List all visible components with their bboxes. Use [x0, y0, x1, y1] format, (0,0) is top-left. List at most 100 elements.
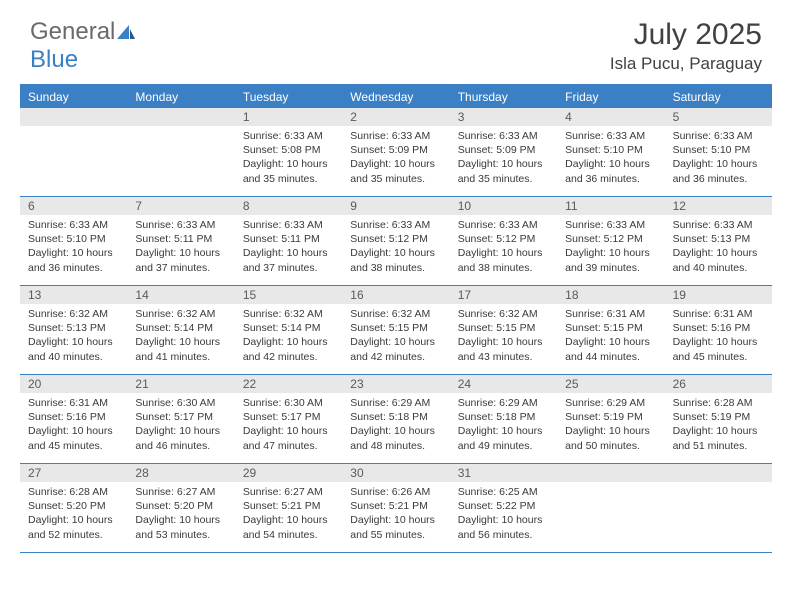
day-number: 30	[342, 464, 449, 482]
day-number: 17	[450, 286, 557, 304]
day-details: Sunrise: 6:29 AMSunset: 5:18 PMDaylight:…	[450, 393, 557, 457]
day-header-cell: Tuesday	[235, 86, 342, 108]
day-details: Sunrise: 6:32 AMSunset: 5:14 PMDaylight:…	[127, 304, 234, 368]
day-cell: 2Sunrise: 6:33 AMSunset: 5:09 PMDaylight…	[342, 108, 449, 196]
sunrise-line: Sunrise: 6:32 AM	[28, 307, 119, 321]
sunset-line: Sunset: 5:22 PM	[458, 499, 549, 513]
day-details: Sunrise: 6:33 AMSunset: 5:10 PMDaylight:…	[20, 215, 127, 279]
daylight-line: Daylight: 10 hours and 39 minutes.	[565, 246, 656, 274]
calendar: SundayMondayTuesdayWednesdayThursdayFrid…	[20, 84, 772, 553]
daylight-line: Daylight: 10 hours and 56 minutes.	[458, 513, 549, 541]
daylight-line: Daylight: 10 hours and 40 minutes.	[28, 335, 119, 363]
day-cell: 25Sunrise: 6:29 AMSunset: 5:19 PMDayligh…	[557, 375, 664, 463]
day-details: Sunrise: 6:30 AMSunset: 5:17 PMDaylight:…	[235, 393, 342, 457]
sunset-line: Sunset: 5:19 PM	[673, 410, 764, 424]
sunrise-line: Sunrise: 6:33 AM	[673, 129, 764, 143]
day-number	[20, 108, 127, 126]
logo-part2: Blue	[30, 46, 78, 73]
sunset-line: Sunset: 5:20 PM	[28, 499, 119, 513]
day-number: 29	[235, 464, 342, 482]
sunset-line: Sunset: 5:20 PM	[135, 499, 226, 513]
day-cell: 11Sunrise: 6:33 AMSunset: 5:12 PMDayligh…	[557, 197, 664, 285]
day-number: 14	[127, 286, 234, 304]
day-number: 18	[557, 286, 664, 304]
daylight-line: Daylight: 10 hours and 37 minutes.	[243, 246, 334, 274]
sunset-line: Sunset: 5:18 PM	[350, 410, 441, 424]
sunset-line: Sunset: 5:12 PM	[565, 232, 656, 246]
day-number: 27	[20, 464, 127, 482]
day-details: Sunrise: 6:33 AMSunset: 5:09 PMDaylight:…	[342, 126, 449, 190]
day-details: Sunrise: 6:33 AMSunset: 5:08 PMDaylight:…	[235, 126, 342, 190]
sunrise-line: Sunrise: 6:33 AM	[243, 218, 334, 232]
day-cell: 12Sunrise: 6:33 AMSunset: 5:13 PMDayligh…	[665, 197, 772, 285]
day-details: Sunrise: 6:32 AMSunset: 5:13 PMDaylight:…	[20, 304, 127, 368]
daylight-line: Daylight: 10 hours and 46 minutes.	[135, 424, 226, 452]
day-details: Sunrise: 6:33 AMSunset: 5:10 PMDaylight:…	[557, 126, 664, 190]
day-details: Sunrise: 6:31 AMSunset: 5:15 PMDaylight:…	[557, 304, 664, 368]
sunrise-line: Sunrise: 6:31 AM	[673, 307, 764, 321]
day-details: Sunrise: 6:27 AMSunset: 5:20 PMDaylight:…	[127, 482, 234, 546]
day-details: Sunrise: 6:29 AMSunset: 5:19 PMDaylight:…	[557, 393, 664, 457]
day-details: Sunrise: 6:31 AMSunset: 5:16 PMDaylight:…	[20, 393, 127, 457]
day-cell: 9Sunrise: 6:33 AMSunset: 5:12 PMDaylight…	[342, 197, 449, 285]
day-details: Sunrise: 6:33 AMSunset: 5:12 PMDaylight:…	[450, 215, 557, 279]
sunset-line: Sunset: 5:12 PM	[458, 232, 549, 246]
week-row: 20Sunrise: 6:31 AMSunset: 5:16 PMDayligh…	[20, 375, 772, 464]
day-header-cell: Wednesday	[342, 86, 449, 108]
day-number: 2	[342, 108, 449, 126]
sunset-line: Sunset: 5:08 PM	[243, 143, 334, 157]
sunset-line: Sunset: 5:15 PM	[458, 321, 549, 335]
daylight-line: Daylight: 10 hours and 45 minutes.	[673, 335, 764, 363]
sunrise-line: Sunrise: 6:27 AM	[243, 485, 334, 499]
day-cell: 23Sunrise: 6:29 AMSunset: 5:18 PMDayligh…	[342, 375, 449, 463]
sunset-line: Sunset: 5:17 PM	[243, 410, 334, 424]
daylight-line: Daylight: 10 hours and 49 minutes.	[458, 424, 549, 452]
sunset-line: Sunset: 5:09 PM	[458, 143, 549, 157]
sunrise-line: Sunrise: 6:30 AM	[243, 396, 334, 410]
day-number: 23	[342, 375, 449, 393]
day-number: 6	[20, 197, 127, 215]
day-header-row: SundayMondayTuesdayWednesdayThursdayFrid…	[20, 86, 772, 108]
sunset-line: Sunset: 5:13 PM	[673, 232, 764, 246]
day-header-cell: Sunday	[20, 86, 127, 108]
sunrise-line: Sunrise: 6:33 AM	[28, 218, 119, 232]
day-number: 16	[342, 286, 449, 304]
day-number: 31	[450, 464, 557, 482]
daylight-line: Daylight: 10 hours and 37 minutes.	[135, 246, 226, 274]
day-details: Sunrise: 6:33 AMSunset: 5:11 PMDaylight:…	[127, 215, 234, 279]
sunset-line: Sunset: 5:14 PM	[135, 321, 226, 335]
location: Isla Pucu, Paraguay	[610, 54, 762, 74]
sunset-line: Sunset: 5:15 PM	[350, 321, 441, 335]
day-cell: 24Sunrise: 6:29 AMSunset: 5:18 PMDayligh…	[450, 375, 557, 463]
sunrise-line: Sunrise: 6:33 AM	[243, 129, 334, 143]
sunset-line: Sunset: 5:21 PM	[243, 499, 334, 513]
sunrise-line: Sunrise: 6:32 AM	[350, 307, 441, 321]
daylight-line: Daylight: 10 hours and 35 minutes.	[350, 157, 441, 185]
day-cell: 10Sunrise: 6:33 AMSunset: 5:12 PMDayligh…	[450, 197, 557, 285]
day-cell: 14Sunrise: 6:32 AMSunset: 5:14 PMDayligh…	[127, 286, 234, 374]
sunrise-line: Sunrise: 6:33 AM	[350, 218, 441, 232]
day-number: 7	[127, 197, 234, 215]
day-cell: 30Sunrise: 6:26 AMSunset: 5:21 PMDayligh…	[342, 464, 449, 552]
sunset-line: Sunset: 5:11 PM	[135, 232, 226, 246]
sunset-line: Sunset: 5:16 PM	[28, 410, 119, 424]
day-cell: 29Sunrise: 6:27 AMSunset: 5:21 PMDayligh…	[235, 464, 342, 552]
sunset-line: Sunset: 5:10 PM	[673, 143, 764, 157]
day-cell: 31Sunrise: 6:25 AMSunset: 5:22 PMDayligh…	[450, 464, 557, 552]
day-details: Sunrise: 6:30 AMSunset: 5:17 PMDaylight:…	[127, 393, 234, 457]
day-details: Sunrise: 6:29 AMSunset: 5:18 PMDaylight:…	[342, 393, 449, 457]
day-details: Sunrise: 6:33 AMSunset: 5:10 PMDaylight:…	[665, 126, 772, 190]
day-cell: 8Sunrise: 6:33 AMSunset: 5:11 PMDaylight…	[235, 197, 342, 285]
sunset-line: Sunset: 5:12 PM	[350, 232, 441, 246]
daylight-line: Daylight: 10 hours and 53 minutes.	[135, 513, 226, 541]
sunset-line: Sunset: 5:10 PM	[28, 232, 119, 246]
day-details: Sunrise: 6:33 AMSunset: 5:13 PMDaylight:…	[665, 215, 772, 279]
day-cell: 28Sunrise: 6:27 AMSunset: 5:20 PMDayligh…	[127, 464, 234, 552]
daylight-line: Daylight: 10 hours and 50 minutes.	[565, 424, 656, 452]
day-details: Sunrise: 6:25 AMSunset: 5:22 PMDaylight:…	[450, 482, 557, 546]
week-row: 6Sunrise: 6:33 AMSunset: 5:10 PMDaylight…	[20, 197, 772, 286]
day-number: 1	[235, 108, 342, 126]
day-number: 13	[20, 286, 127, 304]
week-row: 13Sunrise: 6:32 AMSunset: 5:13 PMDayligh…	[20, 286, 772, 375]
day-details: Sunrise: 6:27 AMSunset: 5:21 PMDaylight:…	[235, 482, 342, 546]
